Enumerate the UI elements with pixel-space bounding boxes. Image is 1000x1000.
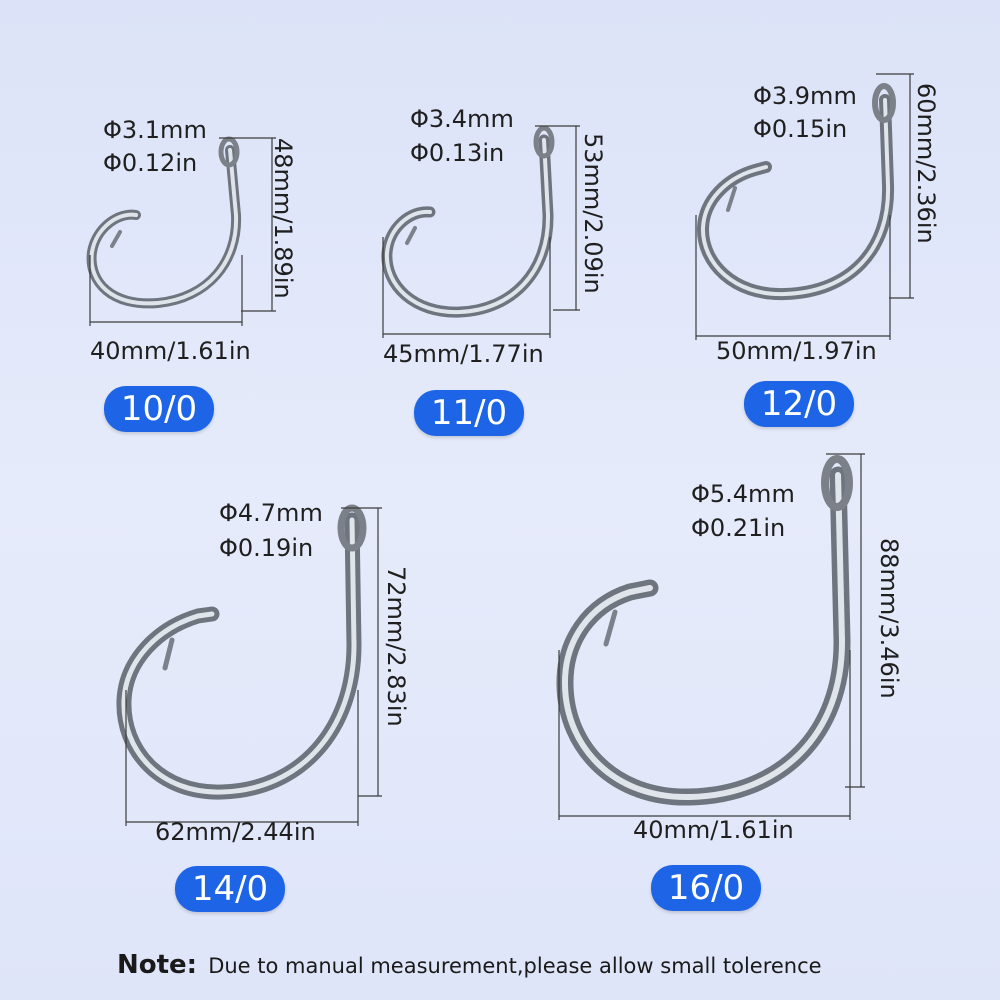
diameter-in-label: Φ0.21in bbox=[691, 514, 786, 542]
width-label: 50mm/1.97in bbox=[716, 337, 877, 365]
diameter-in-label: Φ0.15in bbox=[753, 115, 848, 143]
width-label: 62mm/2.44in bbox=[155, 818, 316, 846]
width-label: 40mm/1.61in bbox=[90, 337, 251, 365]
height-label: 53mm/2.09in bbox=[579, 133, 607, 294]
size-badge: 10/0 bbox=[104, 386, 214, 432]
diameter-mm-label: Φ3.1mm bbox=[103, 116, 207, 144]
measurement-note: Note: Due to manual measurement,please a… bbox=[117, 950, 822, 980]
diameter-in-label: Φ0.19in bbox=[219, 534, 314, 562]
height-label: 88mm/3.46in bbox=[875, 538, 903, 699]
height-label: 48mm/1.89in bbox=[269, 138, 297, 299]
note-text: Due to manual measurement,please allow s… bbox=[208, 954, 822, 978]
diameter-in-label: Φ0.13in bbox=[410, 139, 505, 167]
width-label: 40mm/1.61in bbox=[633, 816, 794, 844]
diameter-mm-label: Φ5.4mm bbox=[691, 480, 795, 508]
height-label: 72mm/2.83in bbox=[382, 566, 410, 727]
note-label: Note: bbox=[117, 950, 198, 980]
size-badge: 14/0 bbox=[175, 866, 285, 912]
diameter-mm-label: Φ3.9mm bbox=[753, 82, 857, 110]
size-badge: 16/0 bbox=[651, 865, 761, 911]
diameter-in-label: Φ0.12in bbox=[103, 149, 198, 177]
size-badge: 12/0 bbox=[744, 381, 854, 427]
width-label: 45mm/1.77in bbox=[383, 340, 544, 368]
size-badge: 11/0 bbox=[414, 390, 524, 436]
diameter-mm-label: Φ4.7mm bbox=[219, 499, 323, 527]
height-label: 60mm/2.36in bbox=[912, 83, 940, 244]
diameter-mm-label: Φ3.4mm bbox=[410, 105, 514, 133]
